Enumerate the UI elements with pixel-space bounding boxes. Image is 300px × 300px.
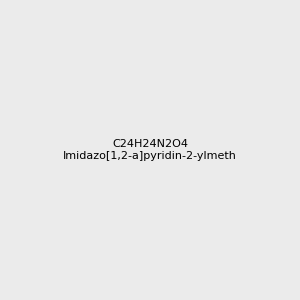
Text: C24H24N2O4
Imidazo[1,2-a]pyridin-2-ylmeth: C24H24N2O4 Imidazo[1,2-a]pyridin-2-ylmet… <box>63 139 237 161</box>
